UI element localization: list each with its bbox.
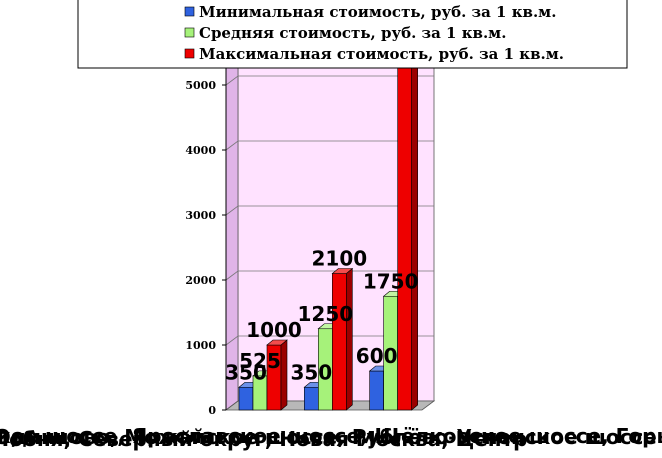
- bar-top: [266, 339, 288, 346]
- legend-swatch: [184, 27, 195, 38]
- bar-side: [411, 14, 418, 411]
- x-tick-label: Новорижское шоссе, Дмитровское шоссе, Ки…: [0, 424, 662, 448]
- gridline: [225, 140, 434, 151]
- legend-swatch: [184, 6, 195, 17]
- legend-swatch: [184, 48, 195, 59]
- gridline: [225, 270, 434, 281]
- bar-front: [304, 386, 319, 411]
- y-tick-label: 1000: [185, 339, 216, 352]
- bar: [396, 14, 419, 411]
- y-tick-label: 4000: [185, 144, 216, 157]
- bar: [331, 267, 354, 411]
- data-label: 350: [290, 360, 332, 384]
- data-label: 2100: [311, 247, 367, 271]
- bar-front: [238, 386, 254, 411]
- data-label: 1750: [363, 269, 419, 293]
- gridline: [225, 75, 434, 86]
- gridline: [225, 205, 434, 216]
- x-tick-label: Лобня, Северный округ, Новая Москва, Цен…: [0, 427, 527, 451]
- legend-label: Максимальная стоимость, руб. за 1 кв.м.: [199, 45, 564, 63]
- bar-side: [280, 339, 288, 411]
- bar-front: [369, 370, 384, 411]
- data-label: 1000: [246, 318, 302, 342]
- gridline: [225, 335, 434, 346]
- x-tick-label: Одинцово, Можайское шоссе, Рублёво-Успен…: [0, 425, 657, 449]
- bar: [266, 339, 288, 411]
- data-label: 350: [225, 360, 267, 384]
- legend-box: [77, 0, 628, 69]
- legend-label: Средняя стоимость, руб. за 1 кв.м.: [199, 24, 506, 42]
- legend-label: Минимальная стоимость, руб. за 1 кв.м.: [199, 3, 556, 21]
- bar-front: [332, 273, 347, 411]
- bar-front: [397, 19, 412, 411]
- y-tick-label: 3000: [185, 209, 216, 222]
- bar-top: [331, 268, 354, 274]
- data-label: 600: [356, 344, 398, 368]
- legend: Минимальная стоимость, руб. за 1 кв.м. Ср…: [77, 0, 628, 69]
- y-tick-label: 2000: [185, 274, 216, 287]
- y-tick-label: 5000: [185, 79, 216, 92]
- bar-side: [346, 267, 353, 411]
- y-tick-label: 0: [208, 404, 216, 417]
- data-label: 525: [239, 349, 281, 373]
- data-label: 1250: [297, 302, 353, 326]
